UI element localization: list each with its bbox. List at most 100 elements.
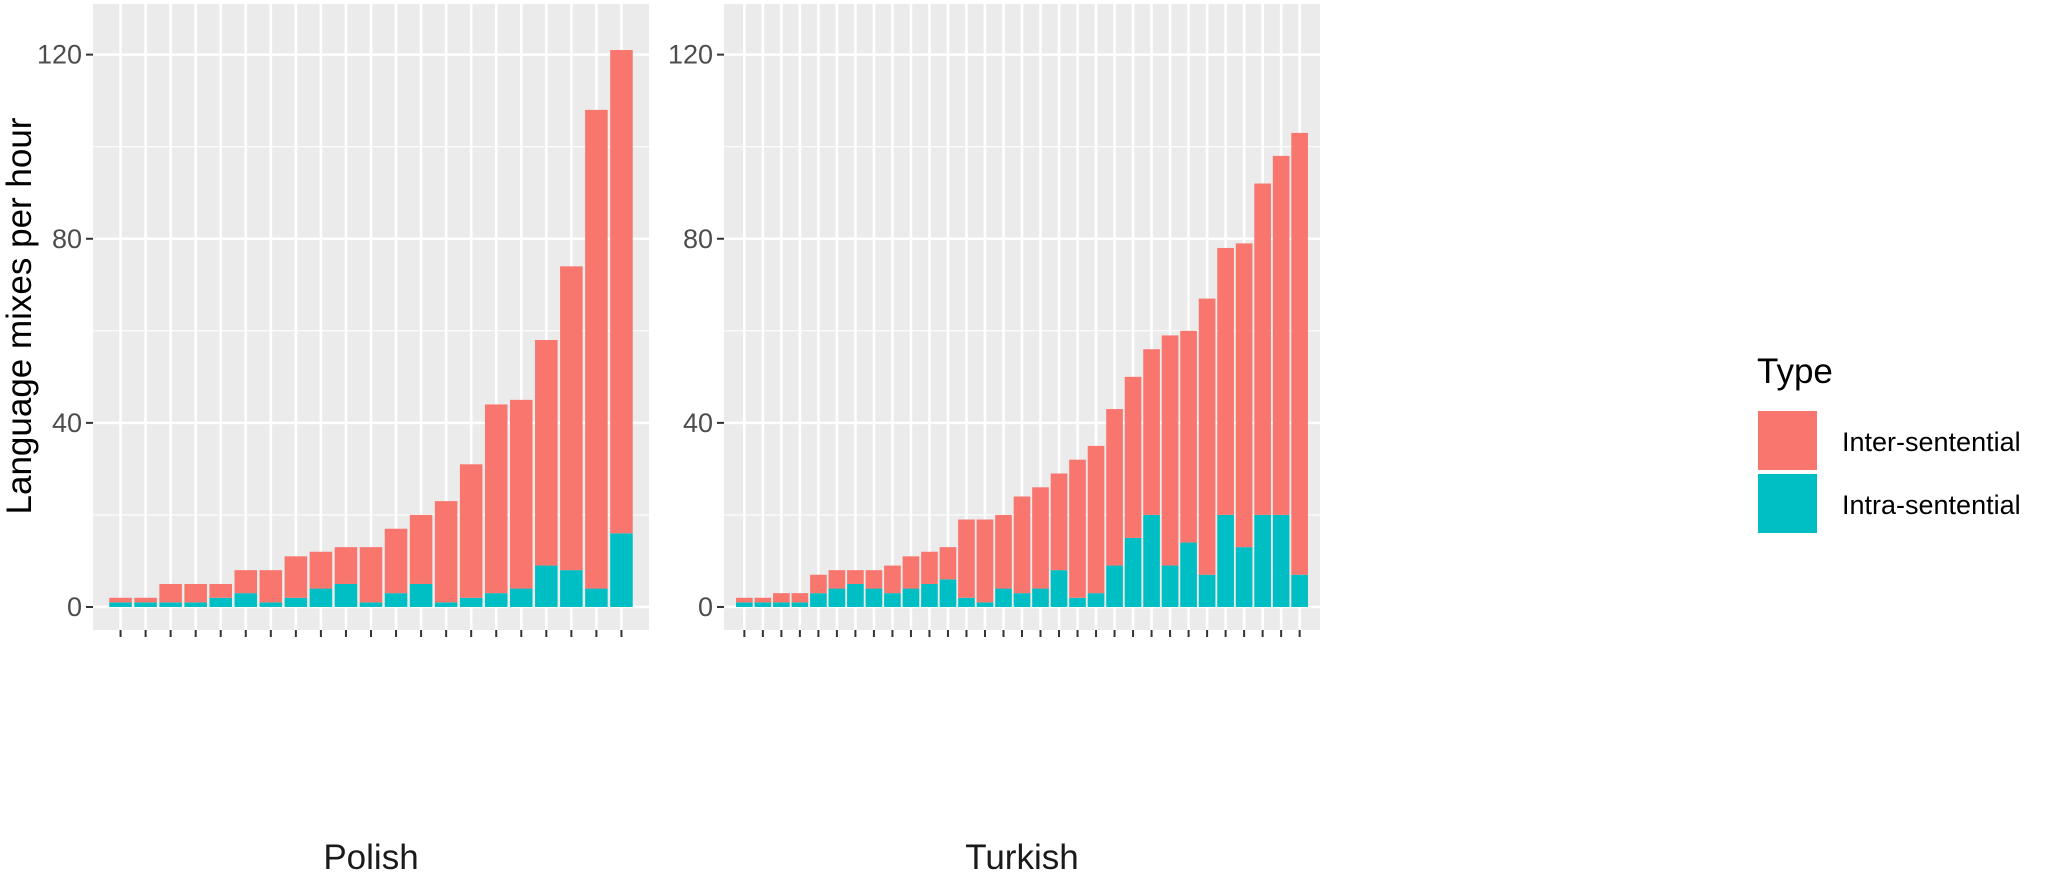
legend-label-intra-sentential: Intra-sentential — [1842, 490, 2021, 520]
bar-turkish-17-intra-sentential — [1032, 588, 1049, 607]
legend-key-intra-sentential — [1756, 472, 1819, 535]
bar-turkish-1-inter-sentential — [736, 597, 753, 603]
bar-polish-2-intra-sentential — [134, 602, 157, 607]
bar-polish-7-intra-sentential — [259, 602, 283, 607]
bar-polish-3-intra-sentential — [159, 602, 182, 607]
bar-polish-4-inter-sentential — [184, 583, 207, 603]
bar-polish-14-intra-sentential — [434, 602, 458, 607]
bar-polish-17-inter-sentential — [510, 399, 533, 589]
bar-turkish-4-inter-sentential — [791, 593, 809, 603]
panel-label-polish: Polish — [323, 838, 418, 877]
bar-turkish-12-inter-sentential — [939, 547, 957, 580]
bar-turkish-11-inter-sentential — [921, 551, 938, 584]
bar-polish-8-intra-sentential — [284, 597, 308, 607]
bar-polish-18-intra-sentential — [535, 565, 558, 607]
y-tick-label: 40 — [683, 408, 713, 438]
bar-turkish-5-intra-sentential — [810, 593, 827, 607]
bar-turkish-28-intra-sentential — [1235, 547, 1253, 607]
y-tick-label: 80 — [52, 224, 82, 254]
bar-polish-20-inter-sentential — [585, 109, 608, 589]
bar-turkish-4-intra-sentential — [791, 602, 809, 607]
bar-polish-13-inter-sentential — [409, 514, 433, 584]
bar-turkish-24-inter-sentential — [1161, 335, 1179, 566]
bar-turkish-5-inter-sentential — [810, 574, 827, 594]
bar-polish-10-intra-sentential — [334, 583, 358, 607]
bar-polish-18-inter-sentential — [535, 340, 558, 566]
panel-label-turkish: Turkish — [965, 838, 1078, 877]
panel-polish: 0 40 80 120 Polish — [37, 4, 649, 877]
bar-turkish-22-inter-sentential — [1124, 376, 1142, 538]
bar-turkish-25-intra-sentential — [1180, 542, 1197, 607]
bar-turkish-3-intra-sentential — [773, 602, 790, 607]
bar-turkish-29-intra-sentential — [1254, 514, 1271, 607]
legend-label-inter-sentential: Inter-sentential — [1842, 427, 2021, 457]
bar-polish-11-intra-sentential — [359, 602, 383, 607]
bar-turkish-25-inter-sentential — [1180, 330, 1197, 543]
panel-turkish: 0 40 80 120 Turkish — [668, 4, 1320, 877]
bar-turkish-6-inter-sentential — [828, 570, 846, 589]
facet-panels: 0 40 80 120 Polish 0 40 80 120 Turkish — [37, 4, 1320, 877]
bar-polish-8-inter-sentential — [284, 556, 308, 598]
bar-polish-21-intra-sentential — [610, 533, 633, 607]
bar-turkish-18-inter-sentential — [1050, 473, 1068, 571]
bar-turkish-27-intra-sentential — [1217, 514, 1234, 607]
bar-polish-21-inter-sentential — [610, 50, 633, 534]
bar-turkish-3-inter-sentential — [773, 593, 790, 603]
bar-polish-3-inter-sentential — [159, 583, 182, 603]
bar-polish-1-intra-sentential — [109, 602, 132, 607]
bar-turkish-20-inter-sentential — [1087, 445, 1105, 594]
bar-polish-7-inter-sentential — [259, 570, 283, 603]
bar-turkish-26-inter-sentential — [1198, 298, 1216, 575]
bar-turkish-6-intra-sentential — [828, 588, 846, 607]
bar-turkish-30-inter-sentential — [1272, 155, 1290, 515]
bar-polish-6-intra-sentential — [234, 593, 258, 607]
bar-polish-14-inter-sentential — [434, 501, 458, 603]
bar-turkish-14-inter-sentential — [976, 519, 994, 603]
bar-turkish-15-intra-sentential — [995, 588, 1012, 607]
bar-polish-6-inter-sentential — [234, 570, 258, 594]
bar-polish-19-intra-sentential — [560, 570, 583, 607]
bar-polish-16-inter-sentential — [484, 404, 508, 594]
bar-turkish-14-intra-sentential — [976, 602, 994, 607]
bar-turkish-13-inter-sentential — [958, 519, 975, 598]
bar-turkish-23-intra-sentential — [1143, 514, 1160, 607]
bar-polish-12-intra-sentential — [384, 593, 408, 607]
bar-turkish-21-intra-sentential — [1106, 565, 1123, 607]
bar-turkish-30-intra-sentential — [1272, 514, 1290, 607]
bar-polish-2-inter-sentential — [134, 597, 157, 603]
bar-turkish-10-inter-sentential — [902, 556, 920, 589]
bar-turkish-16-intra-sentential — [1013, 593, 1031, 607]
bar-turkish-19-inter-sentential — [1069, 459, 1086, 598]
bar-turkish-18-intra-sentential — [1050, 570, 1068, 607]
bar-turkish-11-intra-sentential — [921, 583, 938, 607]
bar-turkish-12-intra-sentential — [939, 579, 957, 607]
bar-polish-4-intra-sentential — [184, 602, 207, 607]
bar-turkish-21-inter-sentential — [1106, 409, 1123, 566]
bar-polish-13-intra-sentential — [409, 583, 433, 607]
y-tick-label: 120 — [37, 40, 82, 70]
bar-turkish-10-intra-sentential — [902, 588, 920, 607]
bar-polish-5-inter-sentential — [209, 583, 232, 598]
y-tick-label: 80 — [683, 224, 713, 254]
bar-turkish-13-intra-sentential — [958, 597, 975, 607]
bar-polish-12-inter-sentential — [384, 528, 408, 594]
bar-polish-11-inter-sentential — [359, 547, 383, 603]
bar-turkish-31-inter-sentential — [1291, 132, 1308, 575]
bar-turkish-7-intra-sentential — [847, 583, 864, 607]
bar-turkish-2-intra-sentential — [754, 602, 772, 607]
legend: Type Inter-sentential Intra-sentential — [1756, 352, 2021, 535]
bar-polish-15-intra-sentential — [459, 597, 483, 607]
bar-polish-9-inter-sentential — [309, 551, 333, 589]
bar-turkish-8-intra-sentential — [865, 588, 883, 607]
bar-turkish-28-inter-sentential — [1235, 243, 1253, 548]
bar-polish-10-inter-sentential — [334, 547, 358, 584]
bar-turkish-20-intra-sentential — [1087, 593, 1105, 607]
legend-key-inter-sentential — [1756, 409, 1819, 472]
bar-turkish-9-intra-sentential — [884, 593, 901, 607]
bar-turkish-17-inter-sentential — [1032, 487, 1049, 589]
bar-turkish-16-inter-sentential — [1013, 496, 1031, 594]
bar-polish-19-inter-sentential — [560, 266, 583, 571]
bar-polish-1-inter-sentential — [109, 597, 132, 603]
y-axis-title: Language mixes per hour — [0, 117, 39, 514]
